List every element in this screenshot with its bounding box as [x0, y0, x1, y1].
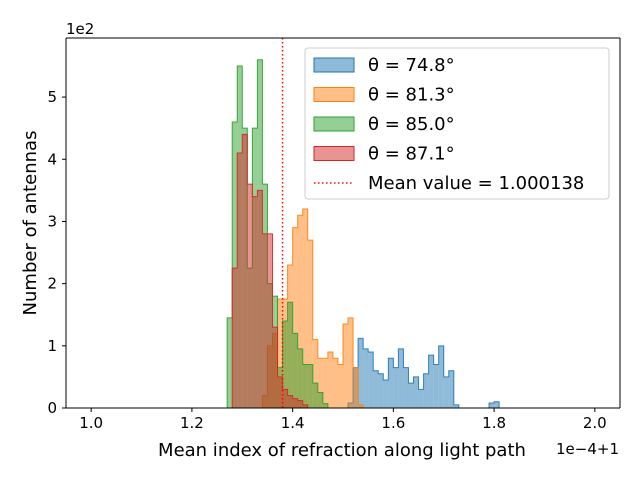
- legend-swatch: [313, 116, 355, 132]
- histogram-bar: [337, 364, 343, 408]
- histogram-bar: [302, 209, 308, 408]
- histogram-bar: [448, 370, 454, 408]
- histogram-bar: [489, 403, 495, 408]
- histogram-bar: [353, 367, 359, 408]
- histogram-bar: [378, 373, 384, 408]
- histogram-bar: [297, 400, 303, 408]
- legend-label: θ = 85.0°: [368, 114, 455, 135]
- histogram-bar: [408, 383, 414, 408]
- histogram-bar: [307, 364, 313, 408]
- histogram-bar: [428, 355, 434, 408]
- legend-swatch: [313, 146, 355, 161]
- y-axis-scale-label: 1e2: [66, 20, 94, 38]
- histogram-bar: [343, 324, 349, 408]
- histogram-bar: [227, 317, 233, 408]
- histogram-bar: [443, 376, 449, 408]
- histogram-bar: [453, 404, 459, 408]
- histogram-outline: [226, 59, 329, 408]
- histogram-bar: [403, 367, 409, 408]
- histogram-bar: [232, 268, 238, 408]
- histogram-bar: [232, 121, 238, 408]
- y-tick-label: 0: [47, 399, 57, 417]
- histogram-bar: [388, 358, 394, 408]
- histogram-bar: [262, 233, 268, 408]
- legend-swatch: [313, 87, 355, 102]
- histogram-bar: [363, 348, 369, 408]
- histogram-bar: [322, 403, 328, 408]
- series-4: [231, 133, 309, 409]
- histogram-bar: [317, 392, 323, 408]
- histogram-bar: [297, 215, 303, 408]
- histogram-bar: [368, 352, 374, 408]
- legend-label: θ = 74.8°: [368, 55, 455, 76]
- x-axis-label: Mean index of refraction along light pat…: [158, 440, 526, 461]
- histogram-bar: [332, 358, 338, 408]
- y-tick-label: 3: [47, 212, 57, 230]
- histogram-outline: [231, 133, 309, 408]
- histogram-bar: [292, 333, 298, 408]
- y-tick-label: 1: [47, 337, 57, 355]
- x-tick-label: 1.2: [180, 414, 204, 432]
- histogram-bar: [413, 376, 419, 408]
- y-tick-label: 5: [47, 88, 57, 106]
- histogram-bar: [348, 317, 354, 408]
- histogram-bar: [302, 364, 308, 408]
- y-tick-label: 2: [47, 275, 57, 293]
- histogram-bar: [393, 367, 399, 408]
- histogram-bar: [307, 240, 313, 408]
- x-tick-label: 1.4: [281, 414, 305, 432]
- x-axis-ticks: 1.0 1.2 1.4 1.6 1.8 2.0: [79, 408, 607, 432]
- histogram-bar: [383, 380, 389, 408]
- legend-label: θ = 81.3°: [368, 85, 455, 106]
- histogram-bar: [302, 404, 308, 408]
- histogram-bar: [423, 373, 429, 408]
- histogram-bar: [312, 339, 318, 408]
- histogram-bar: [358, 338, 364, 408]
- histogram-bar: [317, 358, 323, 408]
- histogram-bar: [267, 233, 273, 408]
- legend-swatch: [313, 57, 355, 73]
- histogram-bar: [358, 404, 364, 408]
- histogram-bar: [287, 395, 293, 408]
- histogram-bar: [282, 320, 288, 408]
- histogram-bar: [312, 383, 318, 408]
- histogram-bar: [247, 184, 253, 408]
- x-axis-offset-label: 1e−4+1: [556, 440, 619, 458]
- histogram-bar: [272, 327, 278, 408]
- histogram-bar: [237, 153, 243, 408]
- histogram-bar: [282, 389, 288, 408]
- axes-frame: [65, 37, 621, 409]
- x-tick-label: 1.0: [79, 414, 103, 432]
- y-axis-label: Number of antennas: [20, 131, 41, 316]
- legend-box: [304, 47, 610, 200]
- x-tick-label: 1.6: [381, 414, 405, 432]
- histogram-bar: [287, 302, 293, 408]
- legend-label: θ = 87.1°: [368, 144, 455, 165]
- histogram-bar: [277, 299, 283, 408]
- histogram-bar: [242, 134, 248, 409]
- legend-label: Mean value = 1.000138: [368, 173, 584, 194]
- y-axis-ticks: 0 1 2 3 4 5: [47, 88, 66, 417]
- histogram-bars: [226, 59, 505, 409]
- x-tick-label: 1.8: [482, 414, 506, 432]
- series-1: [347, 337, 505, 409]
- histogram-bar: [373, 370, 379, 408]
- histogram-bar: [292, 398, 298, 408]
- x-tick-label: 2.0: [583, 414, 607, 432]
- histogram-bar: [398, 348, 404, 408]
- histogram-bar: [327, 352, 333, 408]
- histogram-bar: [494, 401, 500, 408]
- histogram-bar: [297, 348, 303, 408]
- histogram-bar: [292, 227, 298, 408]
- legend: θ = 74.8° θ = 81.3° θ = 85.0° θ = 87.1° Mean…: [304, 47, 610, 200]
- histogram-bar: [257, 190, 263, 408]
- histogram-bar: [322, 358, 328, 408]
- histogram-bar: [418, 389, 424, 408]
- histogram-bar: [438, 345, 444, 408]
- histogram-bar: [277, 376, 283, 408]
- y-tick-label: 4: [47, 150, 57, 168]
- histogram-bar: [433, 364, 439, 408]
- histogram-bar: [252, 196, 258, 408]
